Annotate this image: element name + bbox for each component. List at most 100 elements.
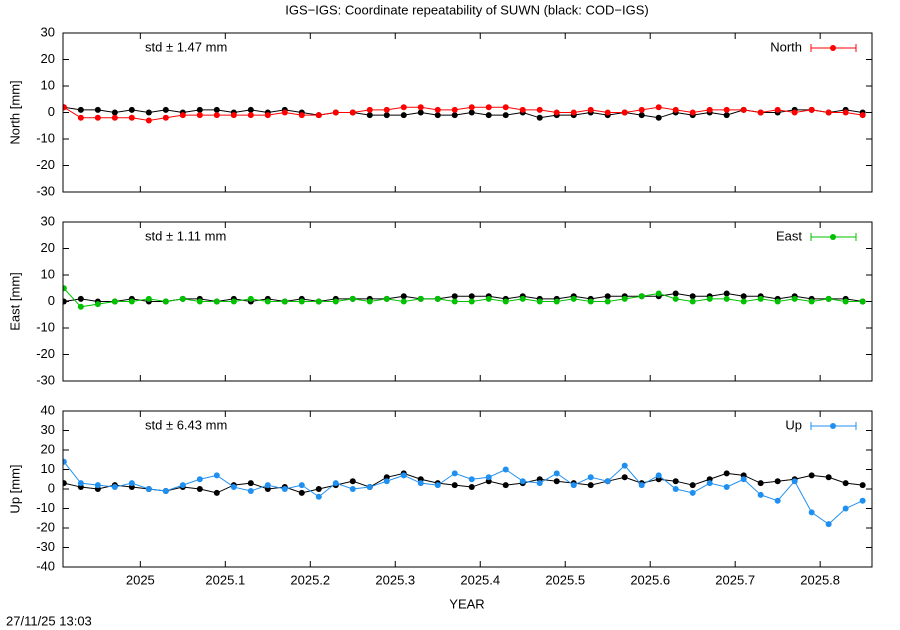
data-point	[689, 109, 696, 116]
data-point	[366, 106, 373, 113]
y-tick-label: 40	[41, 402, 55, 417]
data-point	[417, 104, 424, 111]
data-point	[723, 106, 730, 113]
data-point	[553, 109, 560, 116]
data-point	[570, 109, 577, 116]
data-point	[332, 298, 339, 305]
data-point	[519, 478, 526, 485]
frame	[62, 32, 873, 193]
data-point	[63, 458, 67, 465]
plot-area	[63, 104, 866, 124]
data-point	[77, 106, 84, 113]
data-point	[315, 486, 322, 492]
data-point	[570, 482, 577, 489]
y-tick-label: 20	[41, 441, 55, 456]
y-tick-label: 10	[41, 77, 55, 92]
data-point	[247, 112, 254, 119]
data-point	[417, 480, 424, 487]
data-point	[213, 298, 220, 305]
y-tick-label: 30	[41, 213, 55, 228]
data-point	[553, 470, 560, 477]
data-point	[774, 298, 781, 305]
data-point	[366, 112, 373, 119]
data-point	[774, 497, 781, 504]
data-point	[842, 109, 849, 116]
data-point	[757, 295, 764, 302]
data-point	[723, 470, 730, 477]
data-point	[859, 298, 866, 305]
data-point	[145, 109, 152, 116]
data-point	[366, 484, 373, 491]
data-point	[332, 109, 339, 116]
data-point	[638, 106, 645, 113]
data-point	[434, 106, 441, 113]
data-point	[485, 295, 492, 302]
data-point	[196, 476, 203, 483]
data-point	[315, 298, 322, 305]
data-point	[842, 480, 849, 487]
frame	[62, 410, 873, 568]
data-point	[638, 293, 645, 300]
data-point	[774, 478, 781, 485]
data-point	[247, 295, 254, 302]
data-point	[604, 293, 611, 300]
data-point	[468, 484, 475, 491]
x-tick-label: 2025.6	[630, 572, 670, 587]
x-tick-label: 2025.2	[290, 572, 330, 587]
data-point	[655, 114, 662, 121]
data-point	[723, 484, 730, 491]
data-point	[757, 109, 764, 116]
data-point	[519, 295, 526, 302]
data-point	[94, 301, 101, 308]
data-point	[162, 487, 169, 494]
data-point	[791, 295, 798, 302]
data-point	[247, 106, 254, 113]
data-point	[808, 298, 815, 305]
data-point	[77, 303, 84, 310]
data-point	[842, 505, 849, 512]
data-point	[740, 476, 747, 483]
annotation: std ± 6.43 mm	[145, 417, 227, 432]
data-point	[689, 293, 696, 300]
data-point	[94, 482, 101, 489]
x-axis-label: YEAR	[449, 596, 484, 611]
y-tick-label: -30	[36, 372, 55, 387]
data-point	[604, 298, 611, 305]
data-point	[349, 486, 356, 492]
data-point	[230, 484, 237, 491]
data-point	[315, 493, 322, 500]
data-point	[808, 509, 815, 516]
data-point	[808, 472, 815, 479]
data-point	[400, 104, 407, 111]
data-point	[621, 109, 628, 116]
data-point	[63, 104, 67, 111]
x-tick-label: 2025.1	[205, 572, 245, 587]
data-point	[621, 462, 628, 469]
data-point	[63, 298, 67, 305]
data-point	[264, 482, 271, 489]
y-tick-label: 20	[41, 240, 55, 255]
data-point	[825, 295, 832, 302]
data-point	[553, 298, 560, 305]
data-point	[723, 112, 730, 119]
data-point	[655, 472, 662, 479]
data-point	[536, 114, 543, 121]
data-point	[587, 474, 594, 481]
data-point	[740, 106, 747, 113]
data-point	[706, 295, 713, 302]
y-axis-label: East [mm]	[7, 272, 22, 331]
data-point	[179, 112, 186, 119]
data-point	[553, 478, 560, 485]
data-point	[485, 474, 492, 481]
y-tick-label: 0	[48, 104, 55, 119]
data-point	[162, 114, 169, 121]
data-point	[94, 106, 101, 113]
data-point	[298, 298, 305, 305]
data-point	[791, 109, 798, 116]
data-point	[196, 106, 203, 113]
data-point	[434, 482, 441, 489]
data-point	[128, 114, 135, 121]
x-tick-label: 2025.8	[800, 572, 840, 587]
y-tick-label: 30	[41, 24, 55, 39]
